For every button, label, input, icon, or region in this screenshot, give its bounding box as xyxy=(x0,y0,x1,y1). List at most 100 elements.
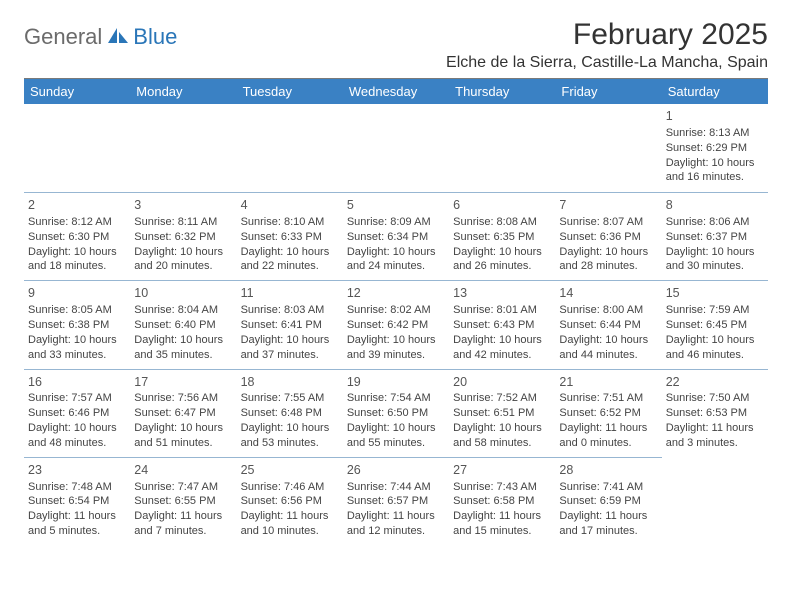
day-cell: 13Sunrise: 8:01 AMSunset: 6:43 PMDayligh… xyxy=(449,280,555,368)
day-number: 9 xyxy=(28,285,126,302)
weekday-header-cell: Wednesday xyxy=(343,79,449,104)
brand-logo: General Blue xyxy=(24,18,177,50)
sunrise-line: Sunrise: 8:12 AM xyxy=(28,215,126,230)
daylight-line: Daylight: 10 hours and 53 minutes. xyxy=(241,421,339,451)
weekday-header-cell: Saturday xyxy=(662,79,768,104)
day-cell: 20Sunrise: 7:52 AMSunset: 6:51 PMDayligh… xyxy=(449,369,555,457)
day-number: 5 xyxy=(347,197,445,214)
daylight-line: Daylight: 10 hours and 18 minutes. xyxy=(28,245,126,275)
day-number: 23 xyxy=(28,462,126,479)
day-cell: 25Sunrise: 7:46 AMSunset: 6:56 PMDayligh… xyxy=(237,457,343,545)
sunrise-line: Sunrise: 8:08 AM xyxy=(453,215,551,230)
empty-cell xyxy=(449,104,555,192)
day-number: 25 xyxy=(241,462,339,479)
day-cell: 23Sunrise: 7:48 AMSunset: 6:54 PMDayligh… xyxy=(24,457,130,545)
sunset-line: Sunset: 6:50 PM xyxy=(347,406,445,421)
day-cell: 6Sunrise: 8:08 AMSunset: 6:35 PMDaylight… xyxy=(449,192,555,280)
day-number: 3 xyxy=(134,197,232,214)
sunrise-line: Sunrise: 7:54 AM xyxy=(347,391,445,406)
daylight-line: Daylight: 10 hours and 58 minutes. xyxy=(453,421,551,451)
sunrise-line: Sunrise: 8:04 AM xyxy=(134,303,232,318)
daylight-line: Daylight: 10 hours and 28 minutes. xyxy=(559,245,657,275)
sunset-line: Sunset: 6:58 PM xyxy=(453,494,551,509)
sunrise-line: Sunrise: 7:48 AM xyxy=(28,480,126,495)
sunrise-line: Sunrise: 7:44 AM xyxy=(347,480,445,495)
day-number: 16 xyxy=(28,374,126,391)
sunset-line: Sunset: 6:48 PM xyxy=(241,406,339,421)
empty-cell xyxy=(130,104,236,192)
sunset-line: Sunset: 6:51 PM xyxy=(453,406,551,421)
sunrise-line: Sunrise: 7:43 AM xyxy=(453,480,551,495)
daylight-line: Daylight: 10 hours and 51 minutes. xyxy=(134,421,232,451)
sunrise-line: Sunrise: 7:46 AM xyxy=(241,480,339,495)
sunrise-line: Sunrise: 8:02 AM xyxy=(347,303,445,318)
location-subtitle: Elche de la Sierra, Castille-La Mancha, … xyxy=(446,54,768,72)
weekday-header-cell: Tuesday xyxy=(237,79,343,104)
sunset-line: Sunset: 6:33 PM xyxy=(241,230,339,245)
daylight-line: Daylight: 10 hours and 55 minutes. xyxy=(347,421,445,451)
brand-text-general: General xyxy=(24,24,102,50)
daylight-line: Daylight: 10 hours and 42 minutes. xyxy=(453,333,551,363)
sunset-line: Sunset: 6:29 PM xyxy=(666,141,764,156)
day-number: 6 xyxy=(453,197,551,214)
day-number: 1 xyxy=(666,108,764,125)
daylight-line: Daylight: 10 hours and 26 minutes. xyxy=(453,245,551,275)
brand-sails-icon xyxy=(106,25,130,50)
daylight-line: Daylight: 10 hours and 48 minutes. xyxy=(28,421,126,451)
daylight-line: Daylight: 10 hours and 44 minutes. xyxy=(559,333,657,363)
sunrise-line: Sunrise: 7:51 AM xyxy=(559,391,657,406)
sunrise-line: Sunrise: 7:57 AM xyxy=(28,391,126,406)
day-cell: 2Sunrise: 8:12 AMSunset: 6:30 PMDaylight… xyxy=(24,192,130,280)
sunset-line: Sunset: 6:32 PM xyxy=(134,230,232,245)
daylight-line: Daylight: 11 hours and 3 minutes. xyxy=(666,421,764,451)
daylight-line: Daylight: 11 hours and 5 minutes. xyxy=(28,509,126,539)
daylight-line: Daylight: 10 hours and 22 minutes. xyxy=(241,245,339,275)
day-cell: 26Sunrise: 7:44 AMSunset: 6:57 PMDayligh… xyxy=(343,457,449,545)
day-cell: 1Sunrise: 8:13 AMSunset: 6:29 PMDaylight… xyxy=(662,104,768,192)
sunrise-line: Sunrise: 8:00 AM xyxy=(559,303,657,318)
sunrise-line: Sunrise: 7:59 AM xyxy=(666,303,764,318)
empty-cell xyxy=(555,104,661,192)
sunset-line: Sunset: 6:43 PM xyxy=(453,318,551,333)
sunset-line: Sunset: 6:40 PM xyxy=(134,318,232,333)
day-number: 19 xyxy=(347,374,445,391)
sunset-line: Sunset: 6:59 PM xyxy=(559,494,657,509)
day-number: 2 xyxy=(28,197,126,214)
sunset-line: Sunset: 6:54 PM xyxy=(28,494,126,509)
day-number: 10 xyxy=(134,285,232,302)
calendar-grid: 1Sunrise: 8:13 AMSunset: 6:29 PM Daylight… xyxy=(24,104,768,545)
weekday-header-cell: Thursday xyxy=(449,79,555,104)
sunset-line: Sunset: 6:37 PM xyxy=(666,230,764,245)
day-cell: 9Sunrise: 8:05 AMSunset: 6:38 PMDaylight… xyxy=(24,280,130,368)
day-number: 18 xyxy=(241,374,339,391)
daylight-line: Daylight: 10 hours and 20 minutes. xyxy=(134,245,232,275)
daylight-line: Daylight: 10 hours and 46 minutes. xyxy=(666,333,764,363)
sunset-line: Sunset: 6:47 PM xyxy=(134,406,232,421)
day-cell: 7Sunrise: 8:07 AMSunset: 6:36 PMDaylight… xyxy=(555,192,661,280)
daylight-line: Daylight: 11 hours and 15 minutes. xyxy=(453,509,551,539)
day-number: 8 xyxy=(666,197,764,214)
sunset-line: Sunset: 6:35 PM xyxy=(453,230,551,245)
day-number: 13 xyxy=(453,285,551,302)
daylight-line: Daylight: 10 hours and 37 minutes. xyxy=(241,333,339,363)
empty-cell xyxy=(343,104,449,192)
header: General Blue February 2025 Elche de la S… xyxy=(24,18,768,72)
sunrise-line: Sunrise: 7:55 AM xyxy=(241,391,339,406)
day-number: 28 xyxy=(559,462,657,479)
sunset-line: Sunset: 6:57 PM xyxy=(347,494,445,509)
daylight-line: Daylight: 11 hours and 17 minutes. xyxy=(559,509,657,539)
day-number: 14 xyxy=(559,285,657,302)
day-cell: 21Sunrise: 7:51 AMSunset: 6:52 PMDayligh… xyxy=(555,369,661,457)
sunset-line: Sunset: 6:34 PM xyxy=(347,230,445,245)
sunset-line: Sunset: 6:41 PM xyxy=(241,318,339,333)
day-cell: 28Sunrise: 7:41 AMSunset: 6:59 PMDayligh… xyxy=(555,457,661,545)
daylight-line: Daylight: 11 hours and 10 minutes. xyxy=(241,509,339,539)
sunrise-line: Sunrise: 8:13 AM xyxy=(666,126,764,141)
daylight-line: Daylight: 10 hours and 39 minutes. xyxy=(347,333,445,363)
day-number: 26 xyxy=(347,462,445,479)
day-cell: 4Sunrise: 8:10 AMSunset: 6:33 PMDaylight… xyxy=(237,192,343,280)
sunrise-line: Sunrise: 7:47 AM xyxy=(134,480,232,495)
calendar-page: General Blue February 2025 Elche de la S… xyxy=(0,0,792,545)
sunrise-line: Sunrise: 8:05 AM xyxy=(28,303,126,318)
daylight-line: Daylight: 10 hours and 30 minutes. xyxy=(666,245,764,275)
